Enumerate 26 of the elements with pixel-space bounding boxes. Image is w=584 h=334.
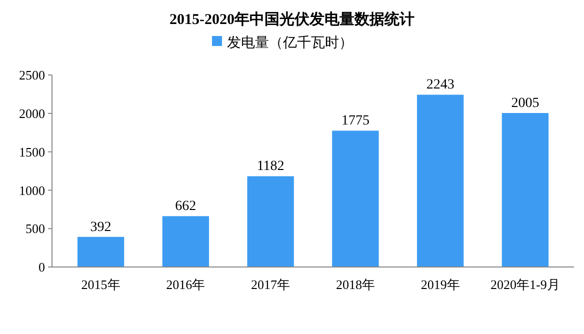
data-label: 662: [175, 199, 196, 214]
legend-label: 发电量（亿千瓦时）: [227, 34, 353, 51]
chart-title: 2015-2020年中国光伏发电量数据统计: [170, 11, 414, 28]
y-tick-label: 1500: [19, 144, 45, 160]
data-label: 1775: [341, 114, 370, 129]
bar: [162, 216, 210, 267]
y-tick-label: 1000: [19, 182, 45, 198]
y-tick-label: 2000: [19, 106, 45, 121]
x-tick-label: 2019年: [420, 277, 460, 292]
data-label: 392: [90, 220, 112, 235]
y-tick-label: 2500: [19, 68, 45, 83]
x-tick-label: 2018年: [336, 277, 375, 292]
bar: [416, 94, 464, 267]
data-label: 2005: [511, 96, 540, 112]
x-tick-label: 2015年: [81, 277, 120, 292]
y-tick-label: 500: [26, 221, 45, 236]
bar: [502, 113, 549, 267]
bar: [77, 236, 124, 267]
data-label: 2243: [426, 78, 454, 93]
bar: [247, 176, 294, 267]
bar: [332, 130, 379, 267]
x-tick-label: 2016年: [166, 277, 206, 292]
x-tick-label: 2020年1-9月: [490, 277, 560, 292]
data-label: 1182: [256, 159, 284, 174]
x-tick-label: 2017年: [251, 277, 290, 292]
y-tick-label: 0: [38, 260, 45, 275]
